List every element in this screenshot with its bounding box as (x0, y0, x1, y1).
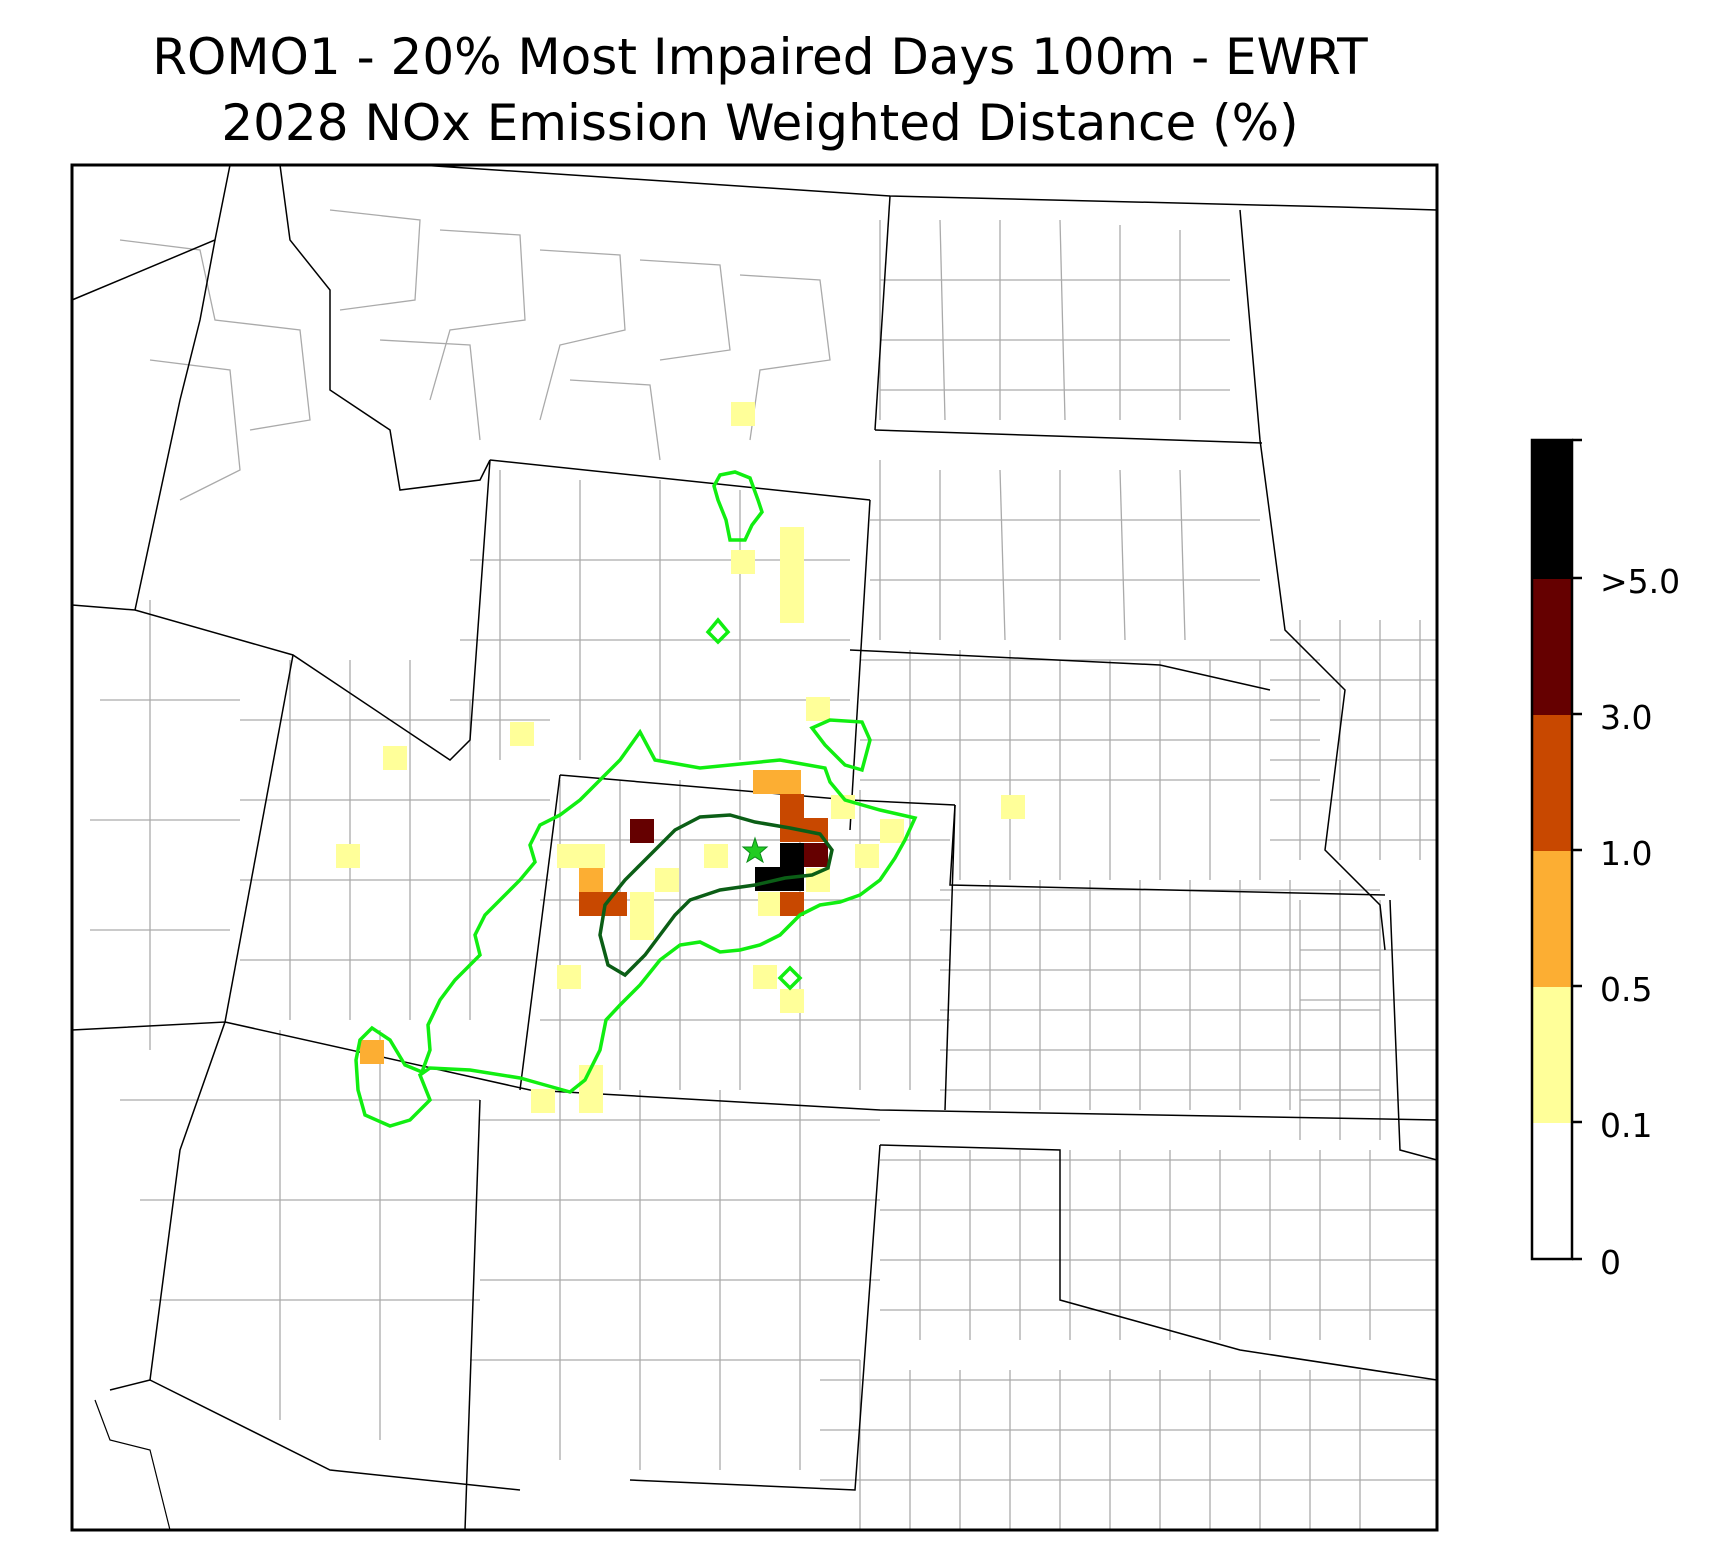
small-contour-diamond-2 (777, 965, 803, 991)
colorbar-label-3: 3.0 (1600, 698, 1653, 737)
colorbar (1530, 438, 1582, 1261)
colorbar-ticks (1572, 438, 1582, 1261)
outer-contour-north (712, 470, 764, 542)
colorbar-label-5: >5.0 (1600, 562, 1681, 601)
colorbar-bin-0-0.1 (1532, 1122, 1572, 1259)
county-borders (90, 209, 1437, 1530)
map-title-line1: ROMO1 - 20% Most Impaired Days 100m - EW… (152, 28, 1368, 86)
colorbar-label-0-5: 0.5 (1600, 970, 1653, 1009)
emission-cells (336, 402, 1025, 1113)
colorbar-bin-0.1-0.5 (1532, 986, 1572, 1123)
monitor-site-star (741, 836, 769, 864)
colorbar-bin-3.0-5.0 (1532, 578, 1572, 715)
outer-contour-lobe (809, 718, 872, 773)
contour-lines (354, 470, 918, 1128)
small-contour-diamond-1 (705, 617, 731, 645)
inner-contour (598, 813, 834, 978)
state-borders (72, 165, 1437, 1530)
outer-contour (354, 728, 918, 1128)
colorbar-bin-0.5-1.0 (1532, 850, 1572, 987)
colorbar-bin-1.0-3.0 (1532, 714, 1572, 851)
colorbar-label-0-1: 0.1 (1600, 1106, 1653, 1145)
colorbar-bin-over-5.0 (1532, 440, 1572, 579)
colorbar-label-0: 0 (1600, 1243, 1621, 1282)
map-frame (70, 163, 1439, 1532)
coastline (94, 1399, 171, 1530)
colorbar-label-1: 1.0 (1600, 834, 1653, 873)
map-title-line2: 2028 NOx Emission Weighted Distance (%) (221, 94, 1299, 152)
